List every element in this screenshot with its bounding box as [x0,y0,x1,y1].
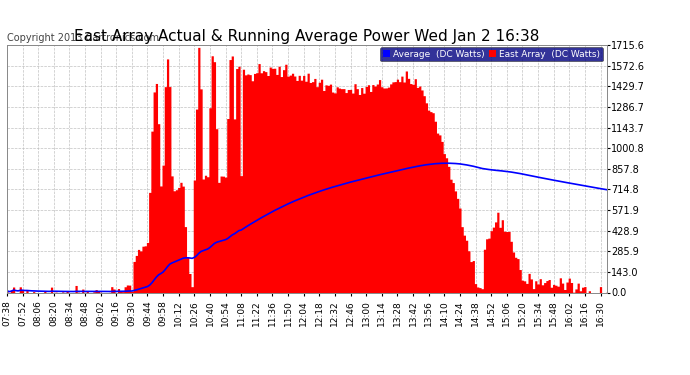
Text: Copyright 2013 Cartronics.com: Copyright 2013 Cartronics.com [7,33,159,42]
Legend: Average  (DC Watts), East Array  (DC Watts): Average (DC Watts), East Array (DC Watts… [380,47,602,62]
Title: East Array Actual & Running Average Power Wed Jan 2 16:38: East Array Actual & Running Average Powe… [75,29,540,44]
